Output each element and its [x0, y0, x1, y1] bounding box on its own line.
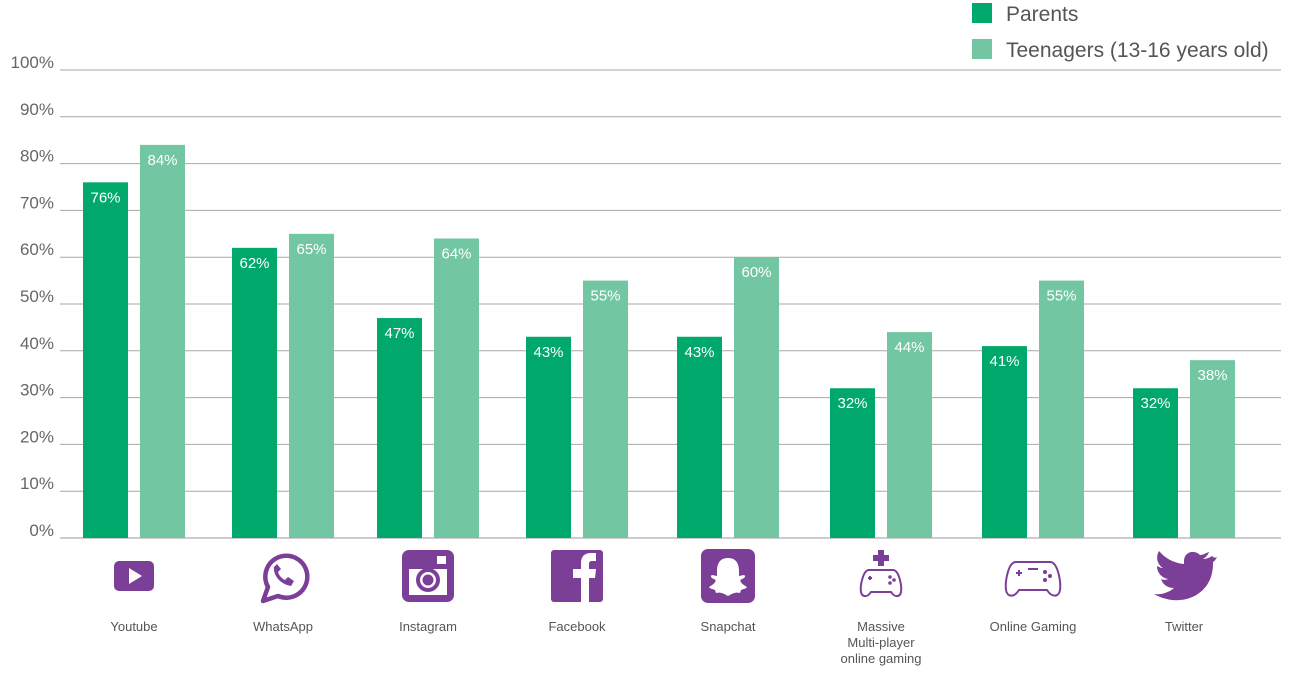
snapchat-icon [701, 549, 755, 603]
data-label: 55% [1046, 288, 1076, 305]
legend-swatch-parents [972, 3, 992, 23]
y-tick-label: 40% [20, 334, 54, 353]
category-label: Youtube [110, 619, 157, 634]
y-tick-label: 50% [20, 287, 54, 306]
legend: Parents Teenagers (13-16 years old) [972, 3, 1269, 62]
category-icons [114, 549, 1217, 604]
bar-teenagers [734, 257, 779, 538]
y-tick-label: 10% [20, 474, 54, 493]
y-tick-label: 30% [20, 381, 54, 400]
bar-teenagers [887, 332, 932, 538]
category-label: Twitter [1165, 619, 1204, 634]
bar-parents [526, 336, 571, 538]
youtube-icon [114, 561, 154, 591]
bar-parents [982, 346, 1027, 538]
category-label: WhatsApp [253, 619, 313, 634]
y-tick-label: 0% [29, 521, 54, 540]
category-label: Massive [857, 619, 905, 634]
bar-parents [677, 336, 722, 538]
twitter-icon [1154, 551, 1217, 601]
whatsapp-icon [260, 553, 310, 604]
y-tick-label: 80% [20, 147, 54, 166]
data-label: 32% [837, 395, 867, 412]
data-label: 47% [384, 325, 414, 342]
legend-label-teenagers: Teenagers (13-16 years old) [1006, 39, 1269, 62]
bar-teenagers [434, 238, 479, 539]
data-label: 32% [1140, 395, 1170, 412]
legend-swatch-teenagers [972, 39, 992, 59]
category-label: Facebook [548, 619, 606, 634]
y-tick-label: 60% [20, 240, 54, 259]
bar-teenagers [289, 233, 334, 539]
y-tick-label: 20% [20, 427, 54, 446]
bar-teenagers [583, 280, 628, 538]
bar-parents [830, 388, 875, 538]
bar-teenagers [1039, 280, 1084, 538]
y-tick-label: 100% [11, 53, 54, 72]
data-label: 65% [296, 241, 326, 258]
category-label: Multi-player [847, 635, 915, 650]
bar-teenagers [140, 144, 185, 538]
instagram-icon [402, 550, 454, 602]
data-label: 43% [533, 344, 563, 361]
bar-parents [232, 247, 277, 538]
category-label: online gaming [841, 651, 922, 666]
bar-parents [1133, 388, 1178, 538]
data-label: 41% [989, 353, 1019, 370]
category-label: Snapchat [701, 619, 756, 634]
bar-parents [377, 318, 422, 538]
data-label: 64% [441, 245, 471, 262]
data-label: 43% [684, 344, 714, 361]
category-label: Instagram [399, 619, 457, 634]
data-label: 38% [1197, 367, 1227, 384]
facebook-icon [551, 550, 603, 602]
y-axis-ticks: 0% 10% 20% 30% 40% 50% 60% 70% 80% 90% 100% [11, 53, 54, 540]
y-tick-label: 70% [20, 193, 54, 212]
data-label: 84% [147, 152, 177, 169]
data-labels: 76% 84% 62% 65% 47% 64% 43% 55% 43% 60% 32% 44% 41% 5… [90, 152, 1227, 412]
legend-label-parents: Parents [1006, 3, 1078, 26]
online-gaming-icon [1004, 561, 1062, 597]
bars [83, 144, 1235, 539]
bar-parents [83, 182, 128, 538]
data-label: 60% [741, 264, 771, 281]
bar-teenagers [1190, 360, 1235, 538]
category-label: Online Gaming [990, 619, 1077, 634]
data-label: 76% [90, 189, 120, 206]
data-label: 62% [239, 255, 269, 272]
mmo-gaming-icon [859, 550, 903, 598]
category-labels: Youtube WhatsApp Instagram Facebook Snapchat… [110, 619, 1203, 666]
data-label: 55% [590, 288, 620, 305]
y-tick-label: 90% [20, 100, 54, 119]
data-label: 44% [894, 339, 924, 356]
